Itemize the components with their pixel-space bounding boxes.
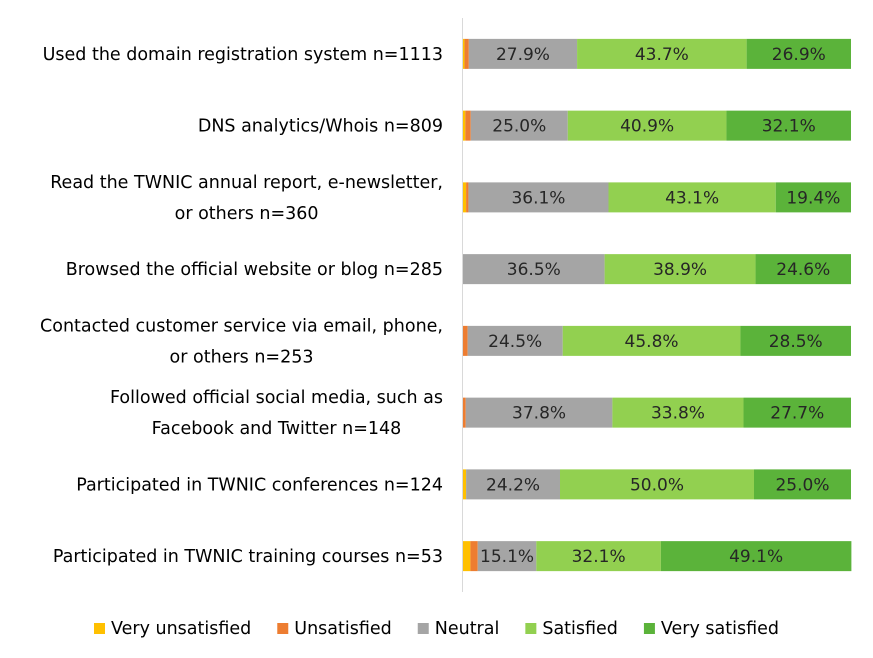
- category-label-6: Participated in TWNIC conferences n=124: [76, 475, 443, 495]
- legend-label-satisfied: Satisfied: [542, 619, 618, 639]
- legend-swatch-very-unsatisfied: [94, 623, 105, 634]
- bar-segment-very-satisfied-1: [726, 110, 851, 141]
- data-label-very-satisfied-4: 28.5%: [769, 332, 823, 352]
- category-label-1: DNS analytics/Whois n=809: [198, 117, 443, 137]
- bar-segment-neutral-0: [468, 38, 578, 69]
- bar-segment-satisfied-1: [567, 110, 727, 141]
- data-label-very-satisfied-0: 26.9%: [772, 45, 826, 65]
- data-label-very-satisfied-6: 25.0%: [775, 475, 829, 495]
- bar-segment-very-unsatisfied-0: [463, 38, 465, 69]
- bar-segment-satisfied-2: [608, 182, 776, 213]
- data-label-very-satisfied-5: 27.7%: [770, 404, 824, 424]
- legend-swatch-neutral: [417, 623, 429, 634]
- legend-label-neutral: Neutral: [435, 619, 500, 639]
- category-label-2-line-2: or others n=360: [175, 204, 319, 224]
- bar-segment-very-unsatisfied-2: [463, 182, 467, 213]
- data-label-neutral-6: 24.2%: [486, 475, 540, 495]
- legend: Very unsatisfied Unsatisfied Neutral Satisf…: [94, 619, 779, 639]
- legend-swatch-very-satisfied: [643, 623, 655, 634]
- data-label-neutral-2: 36.1%: [511, 188, 565, 208]
- category-label-2-line-1: Read the TWNIC annual report, e-newslett…: [50, 173, 443, 193]
- category-label-4-line-1: Contacted customer service via email, ph…: [40, 316, 443, 336]
- bar-segment-neutral-2: [468, 182, 609, 213]
- category-label-5-line-1: Followed official social media, such as: [110, 388, 443, 408]
- category-label-0: Used the domain registration system n=11…: [43, 45, 443, 65]
- data-labels-group: 27.9% 43.7% 26.9% 25.0% 40.9% 32.1% 36.1% 43.1%…: [480, 45, 840, 567]
- bar-segment-unsatisfied-0: [464, 38, 469, 69]
- data-label-neutral-4: 24.5%: [488, 332, 542, 352]
- bar-segment-very-satisfied-3: [755, 254, 851, 285]
- bar-segment-neutral-5: [465, 397, 613, 428]
- data-label-satisfied-1: 40.9%: [620, 117, 674, 137]
- bar-segment-neutral-3: [463, 254, 605, 285]
- bar-segment-unsatisfied-5: [463, 397, 466, 428]
- data-label-neutral-5: 37.8%: [512, 404, 566, 424]
- data-label-satisfied-5: 33.8%: [651, 404, 705, 424]
- bar-segment-satisfied-7: [536, 541, 661, 572]
- bar-segment-neutral-4: [467, 325, 563, 356]
- data-label-neutral-7: 15.1%: [480, 547, 534, 567]
- category-label-4-line-2: or others n=253: [170, 347, 314, 367]
- data-label-neutral-3: 36.5%: [507, 260, 561, 280]
- bars-group: [463, 38, 852, 572]
- bar-segment-very-unsatisfied-7: [463, 541, 471, 572]
- data-label-satisfied-2: 43.1%: [665, 188, 719, 208]
- bar-segment-neutral-1: [470, 110, 568, 141]
- bar-segment-very-satisfied-7: [660, 541, 852, 572]
- data-label-very-satisfied-7: 49.1%: [729, 547, 783, 567]
- category-label-3: Browsed the official website or blog n=2…: [66, 260, 443, 280]
- bar-segment-neutral-6: [466, 469, 560, 500]
- data-label-very-satisfied-3: 24.6%: [776, 260, 830, 280]
- bar-segment-satisfied-3: [604, 254, 756, 285]
- legend-label-very-unsatisfied: Very unsatisfied: [111, 619, 251, 639]
- data-label-satisfied-4: 45.8%: [625, 332, 679, 352]
- bar-segment-very-unsatisfied-1: [463, 110, 466, 141]
- bar-segment-neutral-7: [477, 541, 537, 572]
- data-label-very-satisfied-2: 19.4%: [786, 188, 840, 208]
- bar-segment-unsatisfied-4: [463, 325, 468, 356]
- data-label-very-satisfied-1: 32.1%: [762, 117, 816, 137]
- bar-segment-very-satisfied-6: [754, 469, 851, 500]
- legend-swatch-satisfied: [525, 623, 537, 634]
- data-label-satisfied-6: 50.0%: [630, 475, 684, 495]
- bar-segment-unsatisfied-7: [470, 541, 478, 572]
- data-label-neutral-0: 27.9%: [496, 45, 550, 65]
- category-label-5-line-2: Facebook and Twitter n=148: [152, 419, 402, 439]
- data-label-satisfied-3: 38.9%: [653, 260, 707, 280]
- data-label-satisfied-7: 32.1%: [572, 547, 626, 567]
- bar-segment-very-unsatisfied-6: [463, 469, 467, 500]
- bar-segment-unsatisfied-2: [466, 182, 469, 213]
- bar-segment-satisfied-5: [612, 397, 744, 428]
- bar-segment-very-satisfied-4: [740, 325, 851, 356]
- bar-segment-very-satisfied-5: [743, 397, 851, 428]
- legend-label-unsatisfied: Unsatisfied: [294, 619, 391, 639]
- bar-segment-unsatisfied-1: [465, 110, 471, 141]
- bar-segment-very-satisfied-2: [775, 182, 851, 213]
- bar-segment-satisfied-6: [560, 469, 754, 500]
- category-label-7: Participated in TWNIC training courses n…: [53, 547, 443, 567]
- category-labels-group: Used the domain registration system n=11…: [40, 45, 443, 567]
- data-label-satisfied-0: 43.7%: [635, 45, 689, 65]
- data-label-neutral-1: 25.0%: [492, 117, 546, 137]
- legend-label-very-satisfied: Very satisfied: [661, 619, 779, 639]
- bar-segment-satisfied-4: [562, 325, 741, 356]
- bar-segment-very-satisfied-0: [746, 38, 851, 69]
- bar-segment-satisfied-0: [577, 38, 747, 69]
- legend-swatch-unsatisfied: [277, 623, 289, 634]
